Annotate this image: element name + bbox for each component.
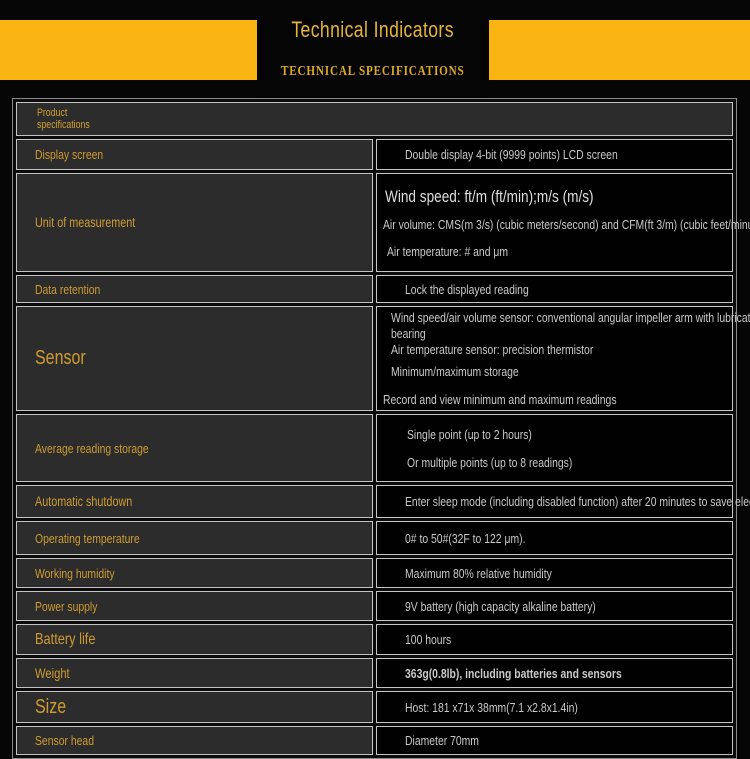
- row-label: Automatic shutdown: [16, 485, 373, 518]
- spec-row-weight: Weight 363g(0.8lb), including batteries …: [16, 658, 733, 688]
- header-line-1: Product: [37, 107, 68, 119]
- row-value: Lock the displayed reading: [376, 275, 733, 303]
- row-label: Size: [16, 691, 373, 723]
- spec-row-working-humidity: Working humidity Maximum 80% relative hu…: [16, 558, 733, 588]
- value-line: Or multiple points (up to 8 readings): [407, 454, 573, 470]
- row-value: Wind speed/air volume sensor: convention…: [376, 306, 750, 411]
- value-line: Record and view minimum and maximum read…: [383, 392, 617, 407]
- row-value: Diameter 70mm: [376, 726, 733, 755]
- row-value: 363g(0.8lb), including batteries and sen…: [376, 658, 733, 688]
- banner: Technical Indicators TECHNICAL SPECIFICA…: [0, 0, 750, 98]
- row-value: 9V battery (high capacity alkaline batte…: [376, 591, 733, 621]
- row-value: Single point (up to 2 hours) Or multiple…: [376, 414, 733, 482]
- row-label: Unit of measurement: [16, 173, 373, 272]
- row-label: Battery life: [16, 624, 373, 655]
- spec-row-average-reading-storage: Average reading storage Single point (up…: [16, 414, 733, 482]
- row-label: Weight: [16, 658, 373, 688]
- row-label: Data retention: [16, 275, 373, 303]
- spec-row-power-supply: Power supply 9V battery (high capacity a…: [16, 591, 733, 621]
- row-value: 0# to 50#(32F to 122 μm).: [376, 521, 733, 555]
- product-specifications-header: Product specifications: [16, 102, 733, 136]
- spec-row-operating-temperature: Operating temperature 0# to 50#(32F to 1…: [16, 521, 733, 555]
- spec-row-sensor: Sensor Wind speed/air volume sensor: con…: [16, 306, 750, 411]
- spec-row-data-retention: Data retention Lock the displayed readin…: [16, 275, 733, 303]
- value-line: Air volume: CMS(m 3/s) (cubic meters/sec…: [383, 216, 750, 232]
- row-value: Wind speed: ft/m (ft/min);m/s (m/s) Air …: [376, 173, 750, 272]
- spec-row-sensor-head: Sensor head Diameter 70mm: [16, 726, 733, 755]
- row-label: Working humidity: [16, 558, 373, 588]
- row-label: Sensor: [16, 306, 373, 411]
- header-line-2: specifications: [37, 119, 90, 131]
- value-line: Air temperature sensor: precision thermi…: [391, 342, 594, 357]
- value-line: Minimum/maximum storage: [391, 364, 519, 379]
- row-value: Double display 4-bit (9999 points) LCD s…: [376, 139, 733, 170]
- spec-row-automatic-shutdown: Automatic shutdown Enter sleep mode (inc…: [16, 485, 750, 518]
- row-label: Display screen: [16, 139, 373, 170]
- row-value: 100 hours: [376, 624, 733, 655]
- page-title: Technical Indicators: [291, 17, 455, 42]
- spec-row-battery-life: Battery life 100 hours: [16, 624, 733, 655]
- value-line: Wind speed: ft/m (ft/min);m/s (m/s): [385, 186, 594, 206]
- page-subtitle: TECHNICAL SPECIFICATIONS: [281, 64, 465, 79]
- value-line: Wind speed/air volume sensor: convention…: [391, 310, 750, 341]
- spec-table: Product specifications Display screen Do…: [12, 98, 750, 759]
- row-value: Enter sleep mode (including disabled fun…: [376, 485, 750, 518]
- spec-row-display-screen: Display screen Double display 4-bit (999…: [16, 139, 733, 170]
- row-value: Host: 181 x71x 38mm(7.1 x2.8x1.4in): [376, 691, 733, 723]
- row-label: Sensor head: [16, 726, 373, 755]
- row-label: Operating temperature: [16, 521, 373, 555]
- row-value: Maximum 80% relative humidity: [376, 558, 733, 588]
- row-label: Power supply: [16, 591, 373, 621]
- spec-row-size: Size Host: 181 x71x 38mm(7.1 x2.8x1.4in): [16, 691, 733, 723]
- value-line: Air temperature: # and μm: [387, 243, 509, 259]
- row-label: Average reading storage: [16, 414, 373, 482]
- table-header-row: Product specifications: [16, 102, 733, 136]
- spec-row-unit-of-measurement: Unit of measurement Wind speed: ft/m (ft…: [16, 173, 750, 272]
- value-line: Single point (up to 2 hours): [407, 426, 532, 442]
- banner-title-box: Technical Indicators TECHNICAL SPECIFICA…: [257, 0, 489, 98]
